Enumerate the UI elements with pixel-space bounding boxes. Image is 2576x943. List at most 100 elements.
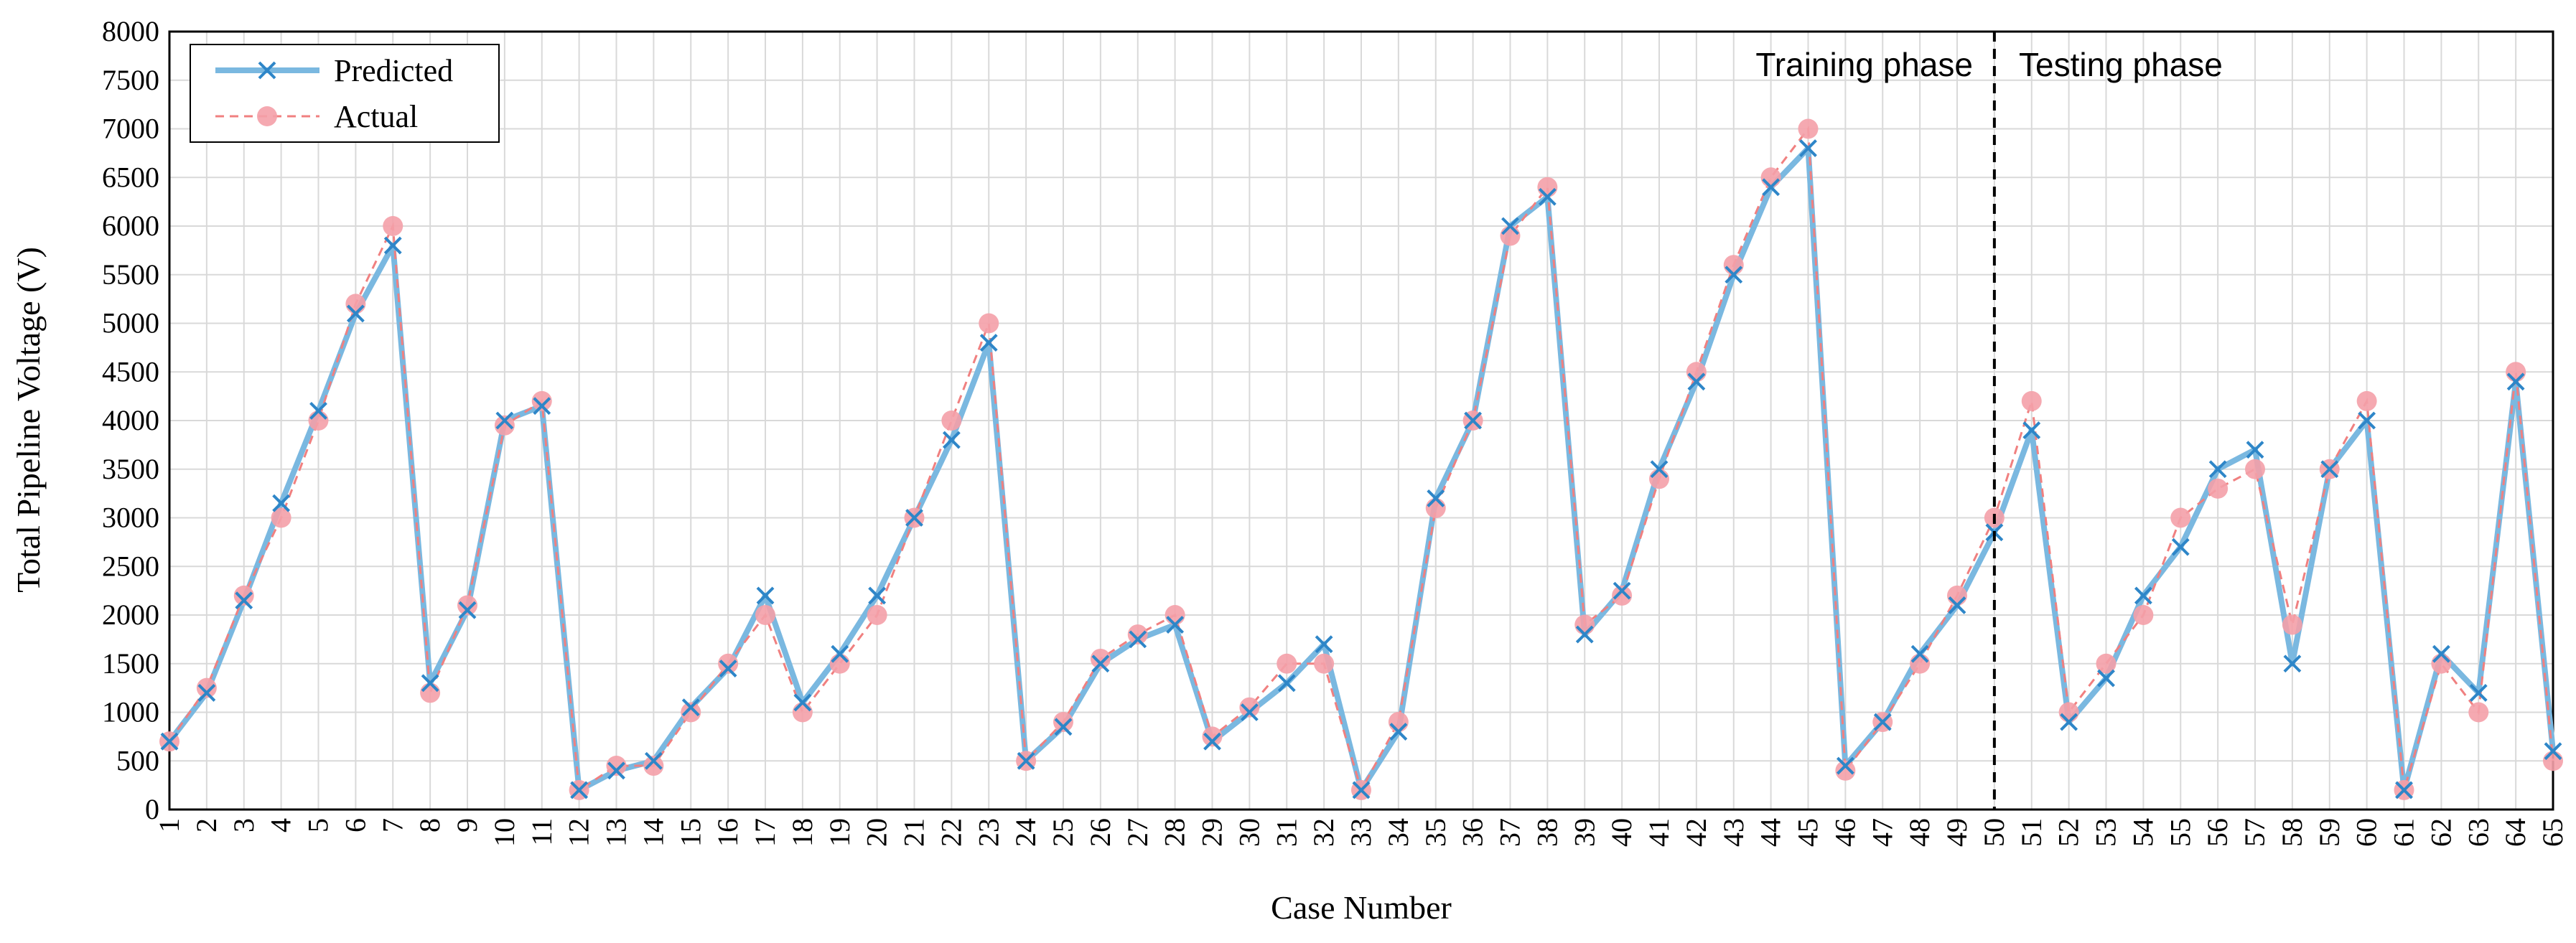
y-axis-title: Total Pipeline Voltage (V) [10,247,47,593]
x-tick-label: 5 [302,818,335,832]
x-tick-label: 43 [1717,818,1750,847]
predicted-point [1538,187,1557,206]
actual-point [1798,118,1819,139]
x-tick-label: 4 [265,818,297,832]
actual-point [1910,653,1931,674]
y-tick-label: 4000 [102,404,159,436]
x-tick-label: 10 [488,818,521,847]
y-tick-label: 7000 [102,113,159,145]
actual-point [420,682,441,703]
actual-point [2208,478,2229,499]
predicted-point [1203,732,1221,751]
actual-point [1425,497,1446,518]
actual-point [2431,653,2452,674]
actual-point [1686,362,1707,383]
predicted-point [1501,217,1519,235]
actual-point [1277,653,1297,674]
x-tick-label: 34 [1382,818,1414,847]
actual-point [829,653,850,674]
predicted-point [1910,644,1929,663]
actual-point [755,605,775,625]
actual-point [681,702,701,723]
predicted-point [2134,586,2152,605]
predicted-point [1613,581,1631,600]
x-tick-label: 38 [1531,818,1563,847]
actual-point [643,756,664,777]
actual-point [941,410,962,431]
actual-point [233,585,254,606]
predicted-point [1240,703,1259,721]
actual-point [1947,585,1967,606]
predicted-point [309,402,327,420]
actual-point [1760,167,1781,188]
x-tick-label: 27 [1121,818,1154,847]
x-tick-label: 28 [1159,818,1191,847]
actual-point [196,677,217,698]
predicted-point [719,660,737,677]
legend-actual-label: Actual [334,99,418,134]
x-tick-label: 14 [637,818,669,847]
actual-point [2058,702,2079,723]
predicted-point [1836,756,1854,775]
actual-point [1202,726,1223,747]
predicted-point [421,674,439,693]
predicted-point [2060,713,2078,731]
y-tick-label: 4500 [102,355,159,388]
predicted-point [2283,655,2302,673]
x-tick-label: 47 [1866,818,1898,847]
actual-point [1649,469,1669,489]
actual-point [531,390,552,411]
x-tick-label: 22 [935,818,967,847]
x-tick-label: 25 [1047,818,1079,847]
x-tick-label: 41 [1643,818,1675,847]
predicted-point [495,411,514,430]
predicted-point [1464,411,1483,430]
x-tick-label: 51 [2015,818,2048,847]
predicted-point [831,644,849,663]
actual-point [1388,712,1409,733]
x-tick-label: 42 [1680,818,1712,847]
predicted-point [197,683,216,702]
actual-point [383,216,403,236]
predicted-point [1650,460,1669,479]
y-tick-label: 5500 [102,258,159,291]
actual-point [792,702,813,723]
predicted-point [2208,460,2227,479]
x-tick-label: 21 [898,818,930,847]
actual-point [308,410,329,431]
x-tick-label: 37 [1494,818,1526,847]
x-tick-label: 62 [2425,818,2457,847]
testing-phase-label: Testing phase [2019,46,2223,83]
x-tick-label: 29 [1196,818,1228,847]
x-tick-label: 24 [1009,818,1042,847]
predicted-point [1389,723,1408,741]
x-tick-label: 59 [2313,818,2346,847]
y-tick-label: 6500 [102,161,159,193]
y-tick-label: 6000 [102,210,159,242]
predicted-point [2320,460,2339,479]
predicted-point [1054,718,1073,736]
actual-point [2133,605,2154,625]
actual-point [1612,585,1633,606]
predicted-point [2358,411,2376,430]
predicted-point [979,334,998,352]
x-tick-label: 6 [339,818,371,832]
y-tick-label: 1500 [102,647,159,680]
actual-point [2021,390,2042,411]
actual-point [2245,459,2265,479]
predicted-point [533,397,551,416]
training-phase-label: Training phase [1755,46,1973,83]
predicted-point [1091,655,1110,673]
y-tick-label: 0 [145,793,159,825]
x-tick-label: 11 [526,818,558,846]
x-tick-label: 55 [2164,818,2196,847]
predicted-point [2395,781,2413,799]
x-tick-label: 45 [1792,818,1824,847]
x-tick-label: 58 [2276,818,2308,847]
gridlines [169,31,2553,810]
predicted-point [383,236,402,255]
y-tick-label: 3000 [102,502,159,534]
predicted-point [1799,139,1817,158]
x-tick-label: 40 [1605,818,1638,847]
